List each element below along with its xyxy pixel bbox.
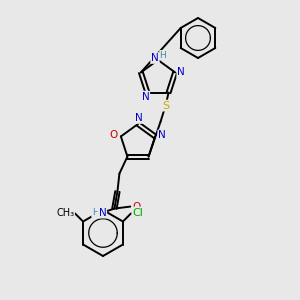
Text: N: N: [142, 92, 149, 102]
Text: CH₃: CH₃: [56, 208, 74, 218]
Text: Cl: Cl: [133, 208, 143, 218]
Text: S: S: [162, 100, 169, 111]
Text: O: O: [110, 130, 118, 140]
Text: H: H: [160, 50, 167, 59]
Text: N: N: [177, 68, 185, 77]
Text: N: N: [135, 113, 143, 123]
Text: N: N: [98, 208, 106, 218]
Text: N: N: [158, 130, 166, 140]
Text: H: H: [92, 208, 99, 217]
Text: N: N: [151, 53, 159, 63]
Text: O: O: [132, 202, 140, 212]
